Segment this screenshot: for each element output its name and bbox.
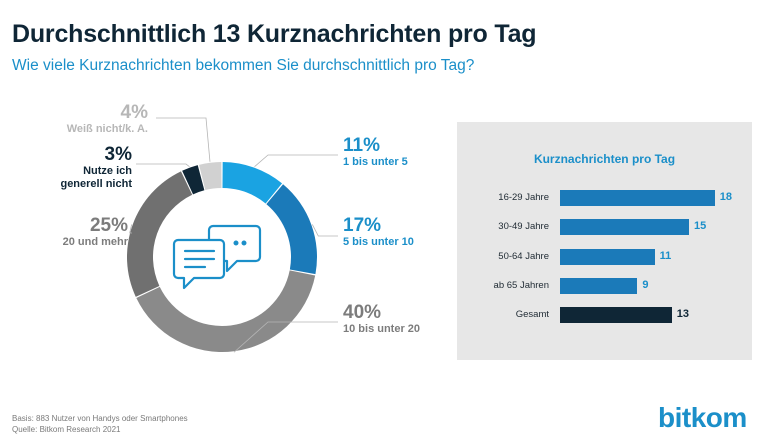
bar-value-label: 18 bbox=[719, 191, 733, 203]
footer-source: Quelle: Bitkom Research 2021 bbox=[12, 425, 121, 434]
slice-label-weiss-nicht: 4% Weiß nicht/k. A. bbox=[60, 103, 148, 136]
bar bbox=[560, 307, 672, 324]
donut-slice-4 bbox=[182, 165, 205, 195]
slice-text: Weiß nicht/k. A. bbox=[66, 123, 148, 135]
slice-pct: 17% bbox=[343, 215, 382, 236]
leader-line-1 bbox=[311, 224, 338, 237]
bar bbox=[560, 277, 638, 294]
leader-line-2 bbox=[233, 321, 338, 353]
leader-line-3 bbox=[129, 224, 133, 234]
bar-category-label: 16-29 Jahre bbox=[498, 192, 549, 203]
donut-slice-1 bbox=[266, 184, 317, 275]
slice-label-10-bis-20: 40% 10 bis unter 20 bbox=[343, 303, 443, 336]
bar bbox=[560, 190, 715, 206]
slice-pct: 25% bbox=[89, 215, 128, 236]
bar-chart-title: Kurznachrichten pro Tag bbox=[533, 152, 676, 166]
slice-text: 1 bis unter 5 bbox=[343, 156, 408, 168]
leader-line-4 bbox=[136, 163, 190, 167]
page-title: Durchschnittlich 13 Kurznachrichten pro … bbox=[12, 20, 537, 48]
slice-label-nutze-nicht: 3% Nutze ich generell nicht bbox=[60, 145, 132, 191]
footer-basis: Basis: 883 Nutzer von Handys oder Smartp… bbox=[12, 414, 188, 423]
slice-label-20-und-mehr: 25% 20 und mehr bbox=[40, 216, 128, 249]
slice-label-1-bis-5: 11% 1 bis unter 5 bbox=[343, 136, 443, 169]
leader-line-5 bbox=[156, 117, 211, 162]
bar-chart-panel: Kurznachrichten pro Tag 16-29 Jahre 18 30-… bbox=[457, 122, 752, 360]
page-subtitle: Wie viele Kurznachrichten bekommen Sie d… bbox=[12, 57, 475, 74]
slice-pct: 11% bbox=[343, 135, 380, 156]
slice-text: 5 bis unter 10 bbox=[343, 236, 414, 248]
bar-value-label: 13 bbox=[676, 308, 690, 321]
bar bbox=[560, 248, 655, 265]
bar-value-label: 11 bbox=[659, 249, 672, 262]
slice-text: 20 und mehr bbox=[62, 236, 128, 248]
slice-pct: 3% bbox=[104, 144, 132, 165]
slice-label-5-bis-10: 17% 5 bis unter 10 bbox=[343, 216, 443, 249]
bar-category-label: 50-64 Jahre bbox=[498, 250, 549, 262]
donut-slice-0 bbox=[222, 162, 283, 204]
slice-pct: 4% bbox=[120, 102, 148, 123]
donut-slice-2 bbox=[136, 270, 316, 353]
slice-pct: 40% bbox=[343, 302, 382, 323]
donut-slice-5 bbox=[199, 162, 222, 191]
donut-slice-3 bbox=[126, 171, 193, 297]
bar-value-label: 15 bbox=[694, 220, 707, 233]
bar-category-label: ab 65 Jahren bbox=[493, 279, 549, 291]
bar bbox=[560, 219, 689, 236]
slice-text: 10 bis unter 20 bbox=[343, 323, 421, 335]
bitkom-logo: bitkom bbox=[658, 402, 747, 433]
slice-text: Nutze ich generell nicht bbox=[60, 165, 132, 190]
footer-notes: Basis: 883 Nutzer von Handys oder Smartp… bbox=[12, 413, 188, 435]
chat-bubbles-icon bbox=[172, 224, 262, 290]
bar-category-label: Gesamt bbox=[515, 309, 549, 321]
bar-category-label: 30-49 Jahre bbox=[498, 221, 549, 233]
bar-value-label: 9 bbox=[642, 278, 649, 291]
leader-line-0 bbox=[254, 154, 338, 167]
